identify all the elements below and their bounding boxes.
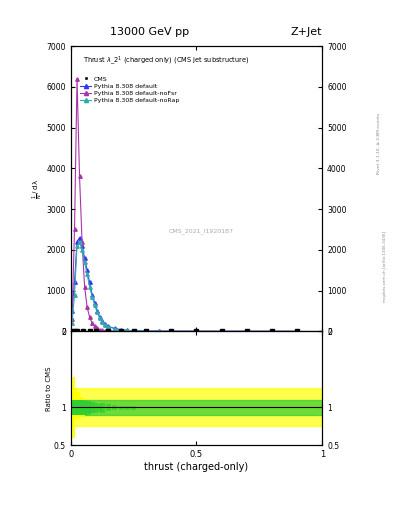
Bar — [90, 402, 95, 414]
Bar — [84, 400, 90, 415]
Text: mcplots.cern.ch [arXiv:1306.3436]: mcplots.cern.ch [arXiv:1306.3436] — [383, 231, 387, 302]
Bar — [131, 406, 136, 410]
Bar — [119, 406, 123, 410]
Bar — [70, 377, 75, 438]
Bar — [97, 403, 102, 412]
Text: Z+Jet: Z+Jet — [291, 27, 322, 37]
Text: 13000 GeV pp: 13000 GeV pp — [110, 27, 189, 37]
Bar — [106, 403, 111, 411]
Bar — [77, 400, 82, 415]
Bar — [94, 403, 98, 413]
Bar — [75, 400, 79, 415]
Bar — [119, 406, 123, 410]
Bar — [79, 400, 84, 415]
Bar — [100, 403, 105, 413]
Bar — [70, 400, 75, 415]
Bar — [82, 400, 87, 415]
Bar — [125, 406, 130, 410]
Text: Rivet 3.1.10, ≥ 2.8M events: Rivet 3.1.10, ≥ 2.8M events — [377, 113, 381, 174]
Y-axis label: $\mathregular{\frac{1}{N}\,/\,\mathregular{d}\,\lambda}$: $\mathregular{\frac{1}{N}\,/\,\mathregul… — [31, 178, 45, 199]
Text: Thrust $\lambda\_2^1$ (charged only) (CMS jet substructure): Thrust $\lambda\_2^1$ (charged only) (CM… — [83, 55, 250, 68]
Bar — [87, 401, 92, 414]
Bar — [75, 392, 79, 419]
Text: CMS_2021_I1920187: CMS_2021_I1920187 — [169, 229, 234, 234]
Bar — [106, 403, 111, 411]
Bar — [131, 406, 136, 410]
Bar — [125, 406, 130, 410]
Bar — [72, 389, 77, 419]
Bar — [87, 401, 92, 414]
Bar — [97, 403, 102, 412]
Y-axis label: Ratio to CMS: Ratio to CMS — [46, 366, 52, 411]
Bar — [82, 400, 87, 415]
Legend: CMS, Pythia 8.308 default, Pythia 8.308 default-noFsr, Pythia 8.308 default-noRa: CMS, Pythia 8.308 default, Pythia 8.308 … — [79, 75, 180, 104]
Bar — [100, 403, 105, 413]
Bar — [72, 400, 77, 415]
Bar — [79, 398, 84, 417]
Bar — [112, 405, 117, 411]
Bar — [90, 402, 95, 414]
Bar — [77, 397, 82, 415]
Bar — [84, 400, 90, 415]
X-axis label: thrust (charged-only): thrust (charged-only) — [145, 462, 248, 472]
Bar — [94, 403, 98, 413]
Bar — [112, 405, 117, 411]
